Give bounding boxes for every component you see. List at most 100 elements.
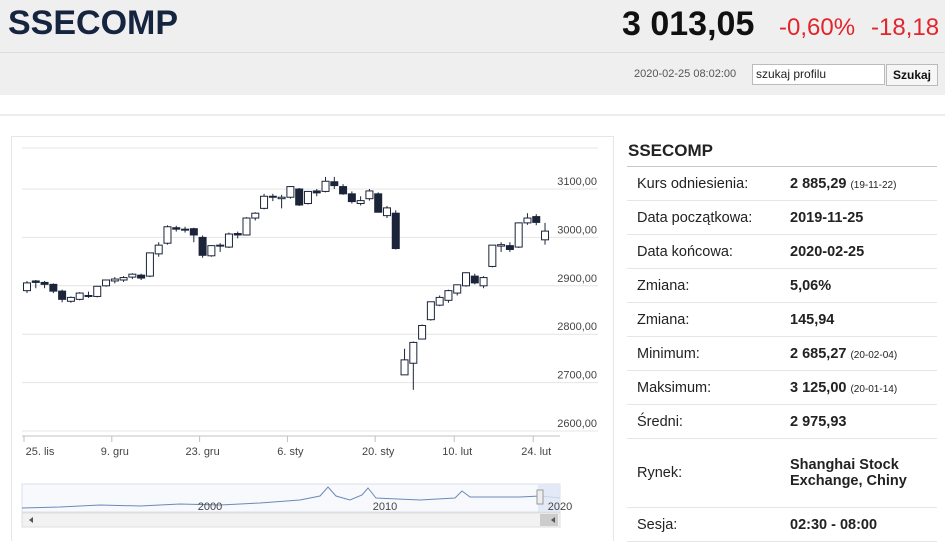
separator [0,52,945,53]
info-value-text: 2 685,27 [790,345,847,362]
info-value-text: 02:30 - 08:00 [790,516,878,533]
info-label: Sesja: [637,516,678,533]
candle-body [189,228,198,236]
candle-body [541,230,550,241]
candle-body [400,359,409,376]
candle-body [444,290,453,301]
candle-body [163,226,172,244]
candle-body [137,274,146,279]
info-row: Data końcowa: 2020-02-25 [627,235,937,269]
info-row: Zmiana: 5,06% [627,269,937,303]
candle-body [66,296,75,302]
info-row: Rynek: Shanghai Stock Exchange, Chiny [627,439,937,508]
candle-body [119,277,128,281]
info-value: 5,06% [790,278,930,294]
info-row: Kurs odniesienia: 2 885,29 (19-11-22) [627,167,937,201]
info-label: Średni: [637,413,683,430]
navigator-line [21,486,561,509]
info-row: Maksimum: 3 125,00 (20-01-14) [627,371,937,405]
info-value-text: Shanghai Stock Exchange, Chiny [790,457,907,489]
info-value: 145,94 [790,312,930,328]
candle-body [470,275,479,284]
candle-body [330,181,339,187]
info-value: Shanghai Stock Exchange, Chiny [790,457,930,489]
candle-body [145,252,154,277]
candle-body [154,244,163,255]
candle-body [216,244,225,247]
change: -18,18 [871,14,940,41]
candle-body [268,195,277,198]
scroll-left[interactable] [29,517,33,523]
candle-body [488,244,497,267]
y-tick-label: 3100,00 [557,176,597,188]
candle-body [295,188,304,206]
info-value: 2 685,27 (20-02-04) [790,346,930,362]
candle-body [426,301,435,321]
scrollbar[interactable] [21,512,561,528]
candle-body [409,341,418,364]
y-tick-label: 3000,00 [557,224,597,236]
info-label: Data początkowa: [637,209,753,226]
info-value-text: 2020-02-25 [790,243,865,260]
x-tick-label: 6. sty [277,446,304,458]
info-value-text: 5,06% [790,277,832,294]
timestamp: 2020-02-25 08:02:00 [634,68,737,80]
info-label: Data końcowa: [637,243,733,260]
info-value-text: 2 975,93 [790,413,847,430]
chart: 2600,00 2700,00 2800,00 2900,00 3000,00 3100,… [21,147,598,528]
info-note: (20-01-14) [850,383,898,395]
search-input[interactable]: szukaj profilu [752,64,885,85]
candle-body [224,233,233,248]
candle-body [110,278,119,282]
candle-body [365,190,374,200]
info-value: 2020-02-25 [790,244,930,260]
search-button[interactable]: Szukaj [886,64,938,86]
candle-body [233,233,242,236]
candle-body [462,272,470,287]
candle-body [347,193,356,203]
candle-body [58,290,67,300]
divider [0,114,945,116]
price: 3 013,05 [622,5,755,43]
scroll-right[interactable] [551,517,555,523]
x-tick-label: 24. lut [521,446,551,458]
x-tick-label: 9. gru [101,446,129,458]
info-row: Średni: 2 975,93 [627,405,937,439]
candle-body [382,207,391,217]
candle-body [479,277,488,287]
x-tick-label: 20. sty [362,446,395,458]
candle-body [505,245,514,251]
info-label: Rynek: [637,465,683,481]
info-label: Minimum: [637,345,700,362]
candle-body [286,186,295,198]
candle-body [391,212,400,250]
info-row: Zmiana: 145,94 [627,303,937,337]
scrollbar-thumb[interactable] [540,514,558,526]
info-note: (20-02-04) [850,349,898,361]
x-tick-label: 10. lut [442,446,472,458]
candle-body [277,196,286,200]
info-value-text: 2 885,29 [790,175,847,192]
candle-body [532,216,541,223]
candle-body [242,217,251,236]
candle-body [31,280,40,283]
x-tick-label: 25. lis [26,446,55,458]
candle-body [172,227,181,230]
info-value: 2 885,29 (19-11-22) [790,176,930,192]
chart-frame: 2600,00 2700,00 2800,00 2900,00 3000,00 3100,… [11,136,614,541]
candle-body [49,283,58,292]
candle-body [181,228,190,231]
info-value: 02:30 - 08:00 [790,517,930,533]
candle-body [374,193,383,213]
candle-body [523,217,532,224]
candle-body [84,294,93,297]
info-row: Minimum: 2 685,27 (20-02-04) [627,337,937,371]
symbol: SSECOMP [8,4,179,42]
navigator[interactable] [21,483,561,513]
y-tick-label: 2800,00 [557,321,597,333]
navigator-handle[interactable] [536,489,544,505]
candle-body [356,200,365,205]
info-value: 2019-11-25 [790,210,930,226]
navigator-label: 2000 [198,501,222,513]
candle-body [40,281,49,285]
